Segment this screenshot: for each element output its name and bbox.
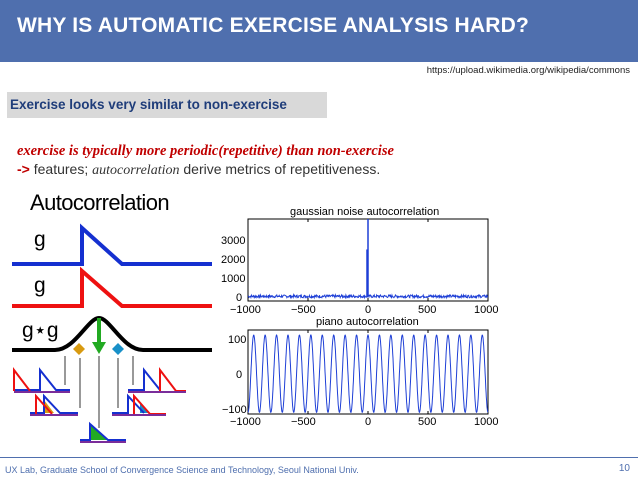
blue-signal-line <box>12 223 212 266</box>
noise-x-tick-neg1000: −1000 <box>230 304 261 316</box>
footer-text: UX Lab, Graduate School of Convergence S… <box>5 465 359 475</box>
page-number: 10 <box>618 463 630 474</box>
noise-x-tick-neg500: −500 <box>291 304 316 316</box>
noise-y-tick-1000: 1000 <box>221 273 246 285</box>
autocorrelation-term: autocorrelation <box>92 163 180 178</box>
noise-y-tick-3000: 3000 <box>221 235 246 247</box>
slide-title: WHY IS AUTOMATIC EXERCISE ANALYSIS HARD? <box>17 14 530 37</box>
piano-y-tick-neg100: −100 <box>222 404 247 416</box>
source-url: https://upload.wikimedia.org/wikipedia/c… <box>426 65 630 76</box>
periodic-statement: exercise is typically more periodic(repe… <box>17 143 394 159</box>
label-g-red: g <box>34 274 46 297</box>
piano-autocorrelation-line <box>247 333 489 414</box>
noise-plot-title: gaussian noise autocorrelation <box>290 206 440 218</box>
arrow-text: -> <box>17 161 30 177</box>
red-signal-line <box>12 266 212 308</box>
piano-x-tick-1000: 1000 <box>474 416 499 428</box>
footer-divider <box>0 457 638 458</box>
label-g-star-g: g⋆g <box>22 319 59 342</box>
noise-y-tick-2000: 2000 <box>221 254 246 266</box>
piano-plot-ticks <box>307 330 429 414</box>
features-statement: -> features; autocorrelation derive metr… <box>17 161 380 179</box>
cyan-marker <box>112 343 124 355</box>
piano-x-tick-500: 500 <box>418 416 437 428</box>
gold-marker <box>73 343 85 355</box>
piano-y-tick-0: 0 <box>236 369 243 381</box>
piano-x-tick-0: 0 <box>365 416 372 428</box>
piano-plot-title: piano autocorrelation <box>316 316 419 328</box>
overlap-sketch-far-left <box>13 367 70 393</box>
features-text-a: features; <box>29 161 93 177</box>
noise-autocorrelation-line <box>247 292 489 300</box>
features-text-b: derive metrics of repetitiveness. <box>179 161 381 177</box>
overlap-sketch-near-left <box>30 393 78 416</box>
green-arrow-head <box>92 342 106 354</box>
piano-x-tick-neg500: −500 <box>291 416 316 428</box>
section-label-box: Exercise looks very similar to non-exerc… <box>7 92 327 118</box>
piano-x-tick-neg1000: −1000 <box>230 416 261 428</box>
overlap-sketch-near-right <box>112 393 166 416</box>
piano-y-tick-100: 100 <box>228 334 247 346</box>
overlap-sketch-center <box>80 421 126 443</box>
overlap-sketch-far-right <box>128 367 186 393</box>
section-label: Exercise looks very similar to non-exerc… <box>10 97 287 112</box>
noise-x-tick-500: 500 <box>418 304 437 316</box>
autocorrelation-figure-title: Autocorrelation <box>30 190 170 215</box>
label-g-blue: g <box>34 228 46 251</box>
noise-x-tick-0: 0 <box>365 304 372 316</box>
noise-x-tick-1000: 1000 <box>474 304 499 316</box>
black-autocorrelation-curve <box>12 315 212 352</box>
title-bar: WHY IS AUTOMATIC EXERCISE ANALYSIS HARD? <box>0 0 638 62</box>
noise-y-tick-0: 0 <box>236 292 243 304</box>
